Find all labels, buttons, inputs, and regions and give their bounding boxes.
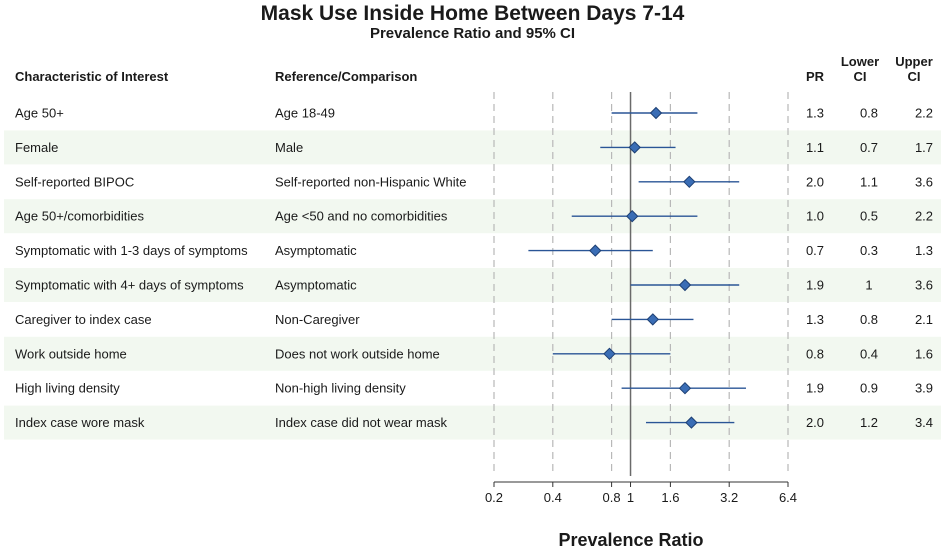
row-lower-ci: 0.8 [860,106,878,121]
row-pr: 0.7 [806,243,824,258]
row-reference: Asymptomatic [275,243,357,258]
row-upper-ci: 1.7 [915,140,933,155]
row-reference: Self-reported non-Hispanic White [275,174,466,189]
gridlines [493,92,789,476]
row-lower-ci: 0.7 [860,140,878,155]
row-pr: 1.9 [806,278,824,293]
x-tick-label: 3.2 [720,490,738,505]
row-upper-ci: 2.1 [915,312,933,327]
row-stripe [4,336,941,371]
header-lower-line1: Lower [841,54,879,69]
row-pr: 1.3 [806,106,824,121]
row-characteristic: Female [15,140,58,155]
row-characteristic: Work outside home [15,346,127,361]
row-upper-ci: 3.9 [915,381,933,396]
pr-point [626,209,639,223]
row-reference: Index case did not wear mask [275,415,447,430]
row-lower-ci: 1 [865,278,872,293]
row-upper-ci: 1.3 [915,243,933,258]
row-characteristic: Symptomatic with 1-3 days of symptoms [15,243,248,258]
row-lower-ci: 0.9 [860,381,878,396]
row-upper-ci: 3.6 [915,174,933,189]
row-stripe [4,268,941,302]
chart-subtitle: Prevalence Ratio and 95% CI [369,25,576,42]
row-lower-ci: 1.2 [860,415,878,430]
row-upper-ci: 3.6 [915,278,933,293]
row-reference: Age <50 and no comorbidities [275,209,448,224]
x-tick-label: 6.4 [779,490,797,505]
row-pr: 2.0 [806,174,824,189]
pr-point [649,106,663,120]
x-tick-label: 0.4 [544,490,562,505]
header-pr: PR [806,69,825,84]
row-characteristic: Age 50+ [15,106,64,121]
pr-point [589,244,602,257]
row-upper-ci: 2.2 [915,106,933,121]
pr-point [678,278,692,292]
row-characteristic: High living density [15,381,120,396]
row-pr: 1.1 [806,140,824,155]
row-lower-ci: 0.8 [860,312,878,327]
pr-point [678,381,692,395]
row-reference: Non-Caregiver [275,312,360,327]
row-upper-ci: 1.6 [915,346,933,361]
header-lower-line2: CI [854,69,867,84]
x-axis-label: Prevalence Ratio [558,530,703,550]
row-upper-ci: 3.4 [915,415,933,430]
row-pr: 1.0 [806,209,824,224]
row-pr: 2.0 [806,415,824,430]
row-stripe [4,405,941,440]
pr-point [683,175,696,189]
row-pr: 1.3 [806,312,824,327]
row-reference: Male [275,140,303,155]
row-lower-ci: 0.3 [860,243,878,258]
chart-title: Mask Use Inside Home Between Days 7-14 [260,2,685,25]
x-tick-label: 1.6 [661,490,679,505]
row-lower-ci: 0.4 [860,346,878,361]
column-headers: Characteristic of Interest Reference/Com… [15,54,933,84]
row-characteristic: Self-reported BIPOC [15,174,134,189]
pr-point [628,141,641,154]
row-pr: 1.9 [806,381,824,396]
row-stripe [4,199,941,234]
header-upper-line1: Upper [895,54,933,69]
row-stripes [4,130,941,440]
row-characteristic: Index case wore mask [15,415,145,430]
pr-point [685,416,698,429]
row-reference: Non-high living density [275,381,406,396]
header-characteristic: Characteristic of Interest [15,69,169,84]
row-reference: Age 18-49 [275,106,335,121]
pr-point [603,347,616,361]
row-characteristic: Symptomatic with 4+ days of symptoms [15,278,244,293]
ci-marks [528,106,746,429]
x-tick-label: 1 [627,490,634,505]
pr-point [646,313,659,326]
data-rows: Age 50+ Age 18-49 1.3 0.8 2.2 Female Male 1.1 0.… [15,106,933,431]
x-tick-label: 0.2 [485,490,503,505]
x-axis: 0.2 0.4 0.8 1 1.6 3.2 6.4 [485,481,797,505]
x-tick-label: 0.8 [603,490,621,505]
row-characteristic: Age 50+/comorbidities [15,209,144,224]
row-upper-ci: 2.2 [915,209,933,224]
row-reference: Does not work outside home [275,346,440,361]
row-characteristic: Caregiver to index case [15,312,152,327]
row-lower-ci: 0.5 [860,209,878,224]
header-reference: Reference/Comparison [275,69,417,84]
row-lower-ci: 1.1 [860,174,878,189]
row-stripe [4,130,941,165]
row-pr: 0.8 [806,346,824,361]
row-reference: Asymptomatic [275,278,357,293]
header-upper-line2: CI [908,69,921,84]
